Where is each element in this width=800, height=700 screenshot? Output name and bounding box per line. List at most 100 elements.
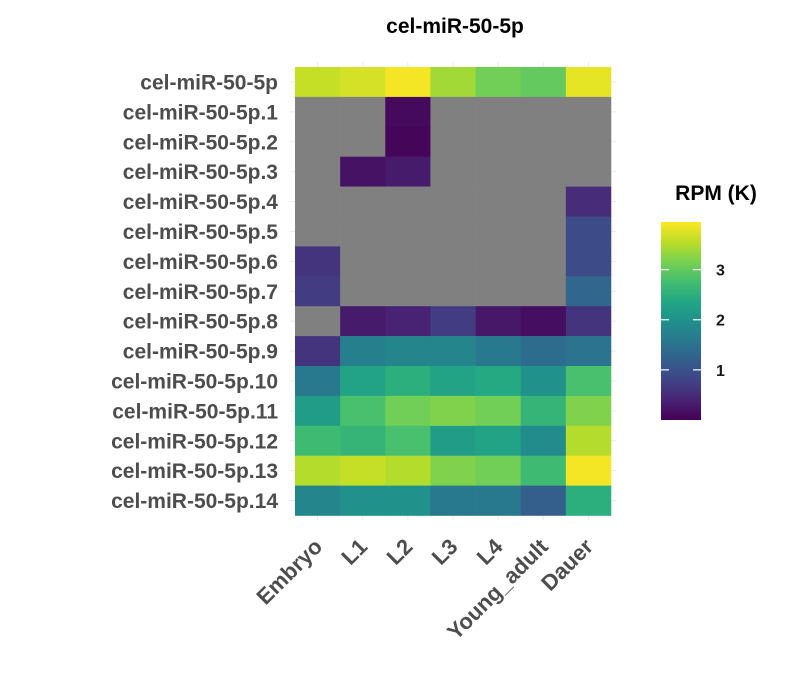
x-tick-label: L3 <box>427 534 463 570</box>
heatmap-cell <box>385 455 431 486</box>
legend-title: RPM (K) <box>675 182 757 205</box>
heatmap-cell <box>430 246 476 277</box>
heatmap-cell <box>475 126 521 157</box>
heatmap-cell <box>340 67 386 98</box>
y-tick-label: cel-miR-50-5p.11 <box>112 400 278 423</box>
heatmap-cell <box>565 395 612 427</box>
heatmap-cell <box>475 96 521 128</box>
heatmap-cell <box>340 96 386 128</box>
heatmap-cell <box>385 156 431 187</box>
y-axis-labels: cel-miR-50-5p cel-miR-50-5p.1 cel-miR-50-5… <box>111 72 278 514</box>
heatmap-cell <box>475 425 521 456</box>
heatmap-cell <box>340 186 386 217</box>
heatmap-cell <box>340 366 386 397</box>
heatmap-cell <box>565 366 612 397</box>
y-tick-label: cel-miR-50-5p.10 <box>111 370 278 393</box>
y-tick-label: cel-miR-50-5p.6 <box>123 251 278 274</box>
heatmap-cell <box>430 455 476 486</box>
heatmap-cell <box>430 336 476 367</box>
heatmap-cell <box>520 67 567 98</box>
heatmap-cell <box>565 425 612 456</box>
heatmap-cell <box>565 156 612 187</box>
heatmap-cell <box>475 485 521 516</box>
heatmap-cell <box>385 276 431 307</box>
heatmap-cell <box>295 336 341 367</box>
legend-colorbar <box>661 222 701 420</box>
heatmap-cell <box>520 336 567 367</box>
y-tick-label: cel-miR-50-5p.3 <box>123 161 278 184</box>
heatmap-cell <box>430 425 476 456</box>
heatmap-cell <box>340 216 386 247</box>
heatmap-cell <box>430 485 476 516</box>
heatmap-cell <box>340 306 386 337</box>
heatmap-cell <box>565 485 612 516</box>
heatmap-cell <box>565 276 612 307</box>
y-tick-label: cel-miR-50-5p.2 <box>123 131 278 154</box>
heatmap-cell <box>565 96 612 128</box>
heatmap-cell <box>520 276 567 307</box>
heatmap-cell <box>520 216 567 247</box>
y-tick-label: cel-miR-50-5p.7 <box>123 281 278 304</box>
heatmap-cell <box>340 336 386 367</box>
heatmap-cell <box>295 186 341 217</box>
heatmap-cell <box>520 485 567 516</box>
y-tick-label: cel-miR-50-5p.12 <box>111 430 278 453</box>
y-tick-label: cel-miR-50-5p.13 <box>111 460 278 483</box>
heatmap-cell <box>565 336 612 367</box>
heatmap-cell <box>430 67 476 98</box>
heatmap-cell <box>565 67 612 98</box>
heatmap-cell <box>340 425 386 456</box>
heatmap-cell <box>385 336 431 367</box>
heatmap-cell <box>475 156 521 187</box>
heatmap-cell <box>520 96 567 128</box>
heatmap-cell <box>475 186 521 217</box>
heatmap-cell <box>340 455 386 486</box>
heatmap-cell <box>565 186 612 217</box>
heatmap-cell <box>565 126 612 157</box>
heatmap-cell <box>430 395 476 427</box>
heatmap-cell <box>520 186 567 217</box>
heatmap-cell <box>520 366 567 397</box>
heatmap-cell <box>430 216 476 247</box>
y-tick-label: cel-miR-50-5p.8 <box>123 311 279 334</box>
x-tick-label: L2 <box>382 534 418 570</box>
heatmap-cell <box>385 216 431 247</box>
heatmap-cell <box>385 96 431 128</box>
heatmap-cell <box>295 366 341 397</box>
heatmap-cell <box>430 276 476 307</box>
chart-title: cel-miR-50-5p <box>386 15 524 38</box>
y-tick-label: cel-miR-50-5p.1 <box>123 101 279 124</box>
heatmap-cell <box>475 276 521 307</box>
heatmap-cell <box>385 366 431 397</box>
heatmap-cell <box>295 246 341 277</box>
heatmap-cell <box>295 455 341 486</box>
heatmap-cell <box>430 186 476 217</box>
heatmap-cell <box>475 246 521 277</box>
heatmap-cell <box>565 306 612 337</box>
heatmap-cell <box>565 246 612 277</box>
heatmap-cell <box>340 276 386 307</box>
heatmap-cell <box>475 336 521 367</box>
heatmap-cell <box>520 246 567 277</box>
heatmap-cell <box>385 246 431 277</box>
heatmap-cell <box>475 366 521 397</box>
heatmap-cell <box>430 366 476 397</box>
heatmap-cell <box>385 306 431 337</box>
heatmap-cell <box>430 306 476 337</box>
legend-tick-label: 3 <box>716 263 725 280</box>
y-tick-label: cel-miR-50-5p <box>140 72 278 95</box>
y-tick-label: cel-miR-50-5p.5 <box>123 221 279 244</box>
y-tick-label: cel-miR-50-5p.4 <box>123 191 279 214</box>
heatmap-cell <box>295 395 341 427</box>
heatmap-cell <box>565 455 612 486</box>
heatmap-cell <box>520 156 567 187</box>
heatmap-cell <box>340 126 386 157</box>
heatmap-cell <box>295 306 341 337</box>
heatmap-cell <box>295 156 341 187</box>
heatmap-cell <box>295 276 341 307</box>
heatmap-cell <box>385 186 431 217</box>
heatmap-cell <box>520 425 567 456</box>
heatmap-cell <box>520 306 567 337</box>
x-tick-label: L1 <box>336 534 372 570</box>
